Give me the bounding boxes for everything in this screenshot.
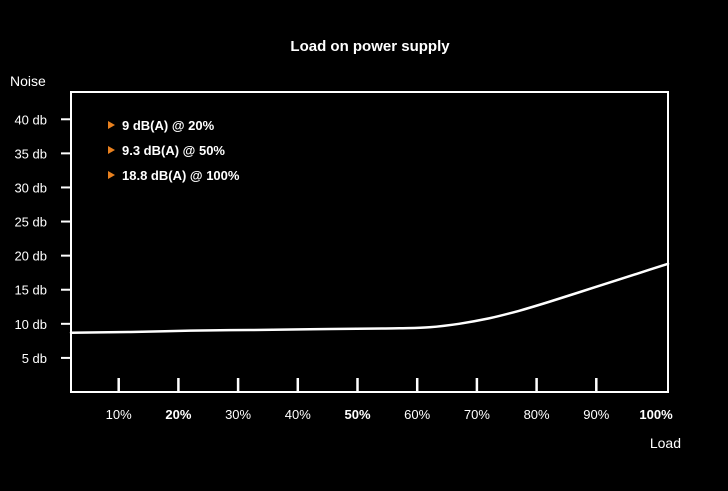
y-axis-ticks: 5 db 10 db 15 db 20 db 25 db 30 db 35 db 40 db [14,112,71,366]
chart-title: Load on power supply [290,38,450,55]
y-tick-label: 10 db [14,317,47,332]
y-tick-label: 30 db [14,180,47,195]
annotation-marker-icon [108,171,115,179]
y-tick-label: 15 db [14,283,47,298]
annotation-marker-icon [108,146,115,154]
annotation-text: 18.8 dB(A) @ 100% [122,168,240,183]
x-tick-label: 40% [285,407,311,422]
y-tick-label: 40 db [14,112,47,127]
x-tick-label: 10% [106,407,132,422]
annotations: 9 dB(A) @ 20% 9.3 dB(A) @ 50% 18.8 dB(A) @… [108,118,240,183]
x-tick-label: 100% [639,407,673,422]
y-tick-label: 20 db [14,249,47,264]
annotation-marker-icon [108,121,115,129]
noise-curve [69,262,670,334]
x-axis-label: Load [650,435,681,451]
y-axis-label: Noise [10,73,46,89]
x-tick-label: 80% [524,407,550,422]
x-axis-ticks: 10% 20% 30% 40% 50% 60% 70% 80% 90% 100% [106,378,673,422]
x-tick-label: 30% [225,407,251,422]
x-tick-label: 50% [344,407,370,422]
annotation-text: 9 dB(A) @ 20% [122,118,215,133]
annotation-text: 9.3 dB(A) @ 50% [122,143,225,158]
y-tick-label: 35 db [14,146,47,161]
x-tick-label: 70% [464,407,490,422]
y-tick-label: 25 db [14,215,47,230]
x-tick-label: 60% [404,407,430,422]
y-tick-label: 5 db [22,351,47,366]
plot-frame [70,91,669,393]
x-tick-label: 90% [583,407,609,422]
x-tick-label: 20% [165,407,191,422]
